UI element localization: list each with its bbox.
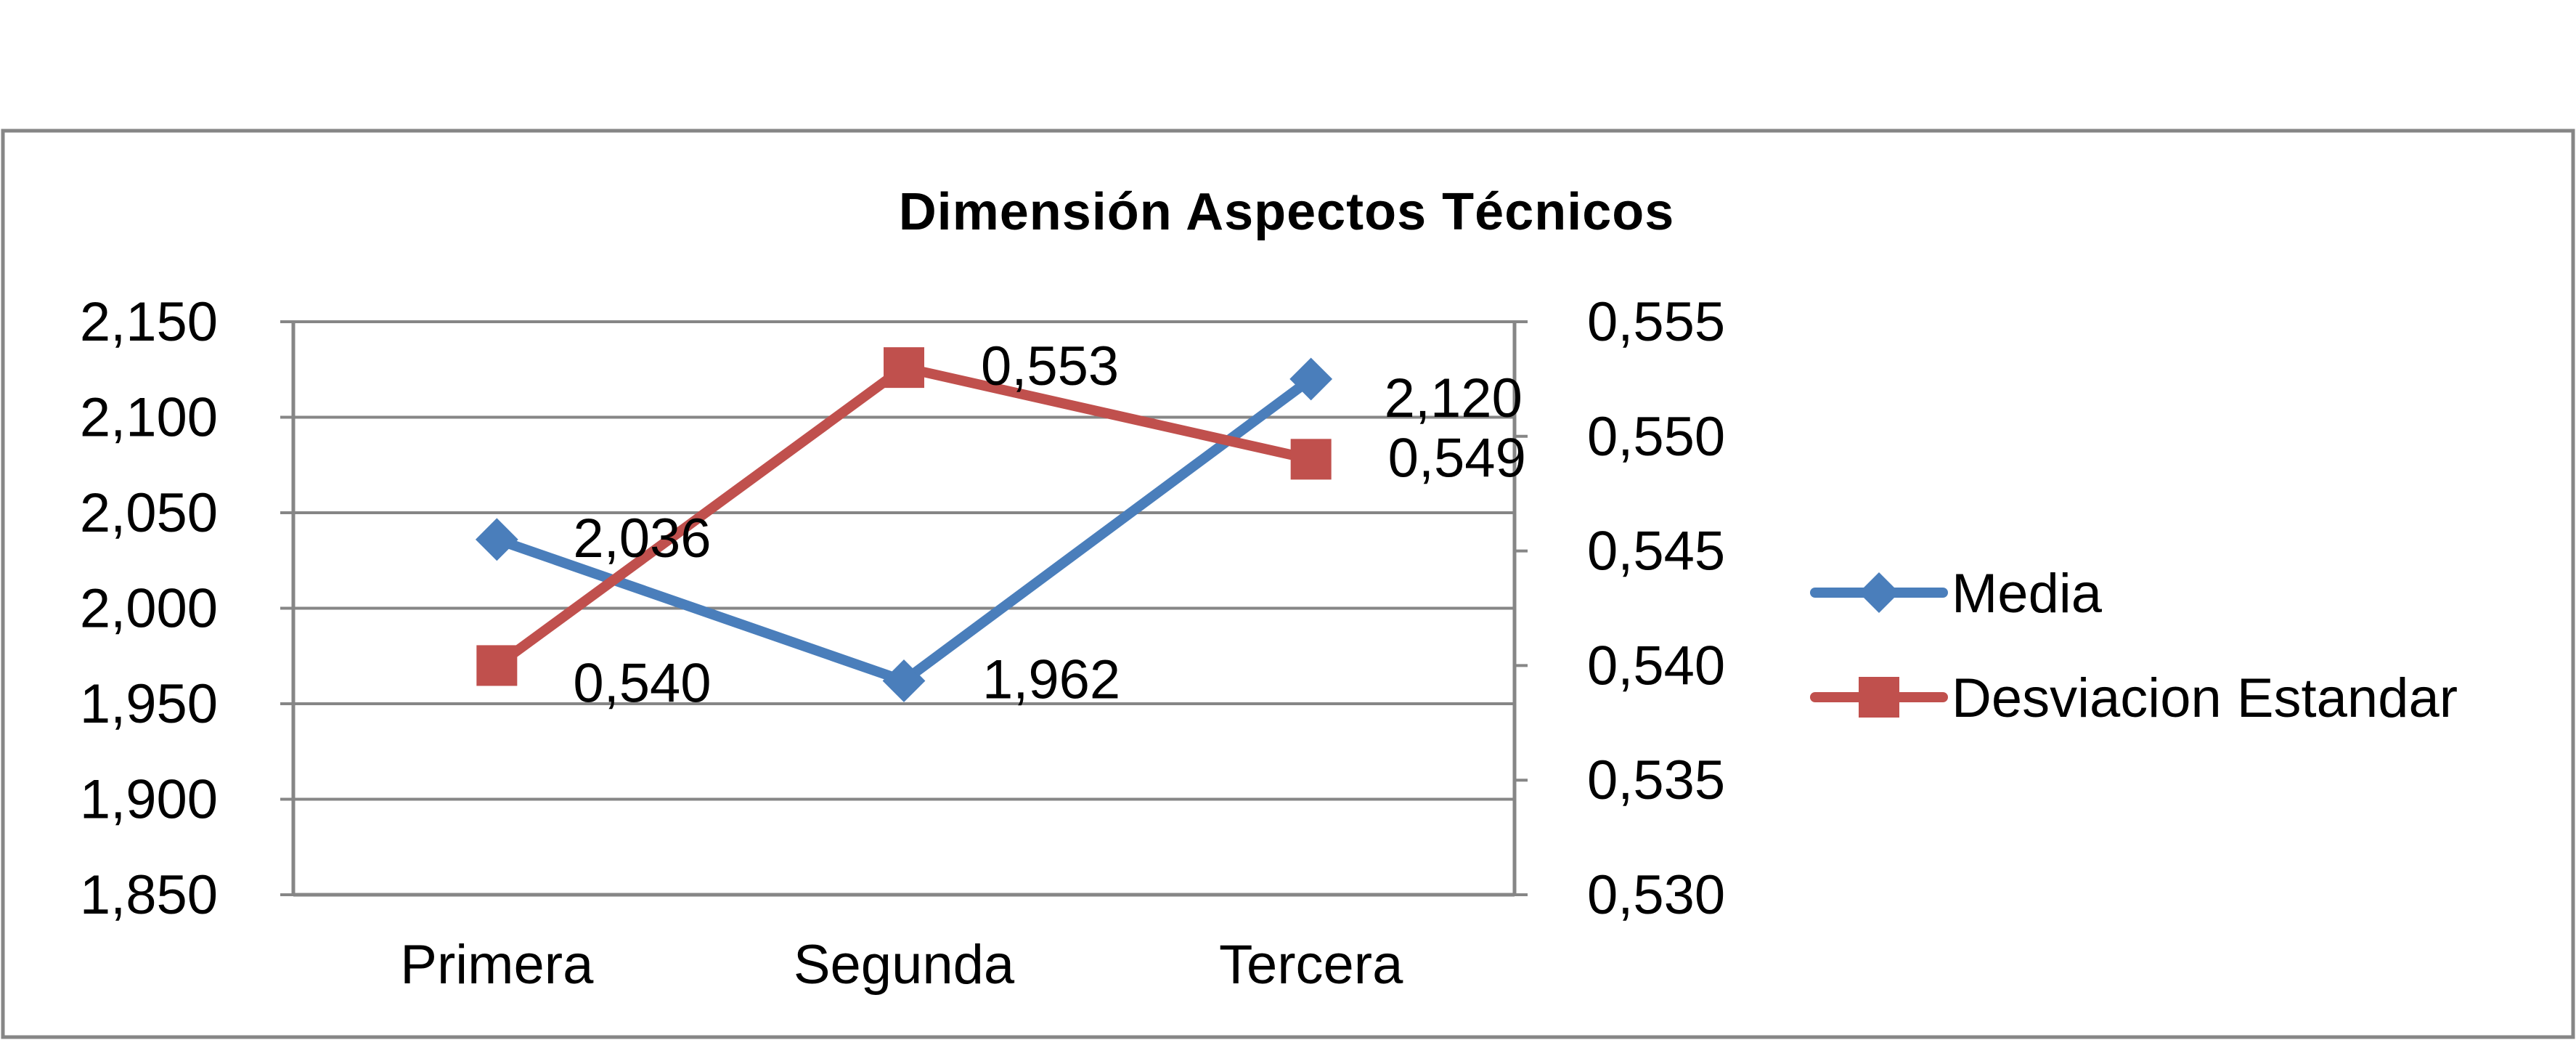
left-tick-label: 1,850 (80, 864, 218, 926)
data-labels: 2,036 1,962 2,120 0,540 0,553 0,549 (573, 336, 1526, 714)
data-point (884, 347, 924, 389)
data-point (475, 518, 518, 561)
series-layer (475, 347, 1333, 702)
data-label: 1,962 (982, 649, 1120, 710)
right-tick-label: 0,535 (1587, 749, 1725, 811)
left-tick-label: 2,050 (80, 482, 218, 544)
right-tick-label: 0,550 (1587, 406, 1725, 468)
x-axis-ticks: Primera Segunda Tercera (400, 934, 1403, 996)
gridlines (293, 320, 1515, 801)
legend: Media Desviacion Estandar (1810, 563, 2458, 729)
right-tick-label: 0,530 (1587, 864, 1725, 926)
x-tick-label: Tercera (1219, 934, 1403, 996)
data-label: 0,540 (573, 652, 711, 714)
left-tick-label: 2,100 (80, 387, 218, 449)
left-tick-label: 2,000 (80, 578, 218, 640)
data-label: 2,036 (573, 508, 711, 569)
data-label: 0,553 (981, 336, 1119, 397)
data-label: 0,549 (1388, 427, 1526, 489)
legend-marker (1859, 572, 1899, 613)
chart-title: Dimensión Aspectos Técnicos (899, 183, 1675, 241)
data-point (1289, 357, 1333, 401)
left-axis-ticks: 1,850 1,900 1,950 2,000 2,050 2,100 2,150 (80, 291, 293, 926)
chart-frame (1, 129, 2575, 1039)
legend-label: Desviacion Estandar (1952, 667, 2458, 729)
right-tick-label: 0,555 (1587, 291, 1725, 353)
legend-marker (1859, 677, 1899, 718)
x-tick-label: Primera (400, 934, 594, 996)
data-label: 2,120 (1385, 367, 1523, 429)
right-axis-ticks: 0,530 0,535 0,540 0,545 0,550 0,555 (1515, 291, 1725, 926)
right-tick-label: 0,540 (1587, 635, 1725, 696)
left-tick-label: 1,950 (80, 673, 218, 735)
x-tick-label: Segunda (794, 934, 1015, 996)
data-point (882, 659, 926, 702)
data-point (476, 645, 518, 686)
left-tick-label: 1,900 (80, 769, 218, 831)
left-tick-label: 2,150 (80, 291, 218, 353)
data-point (1290, 439, 1332, 480)
legend-label: Media (1952, 563, 2103, 625)
right-tick-label: 0,545 (1587, 521, 1725, 582)
